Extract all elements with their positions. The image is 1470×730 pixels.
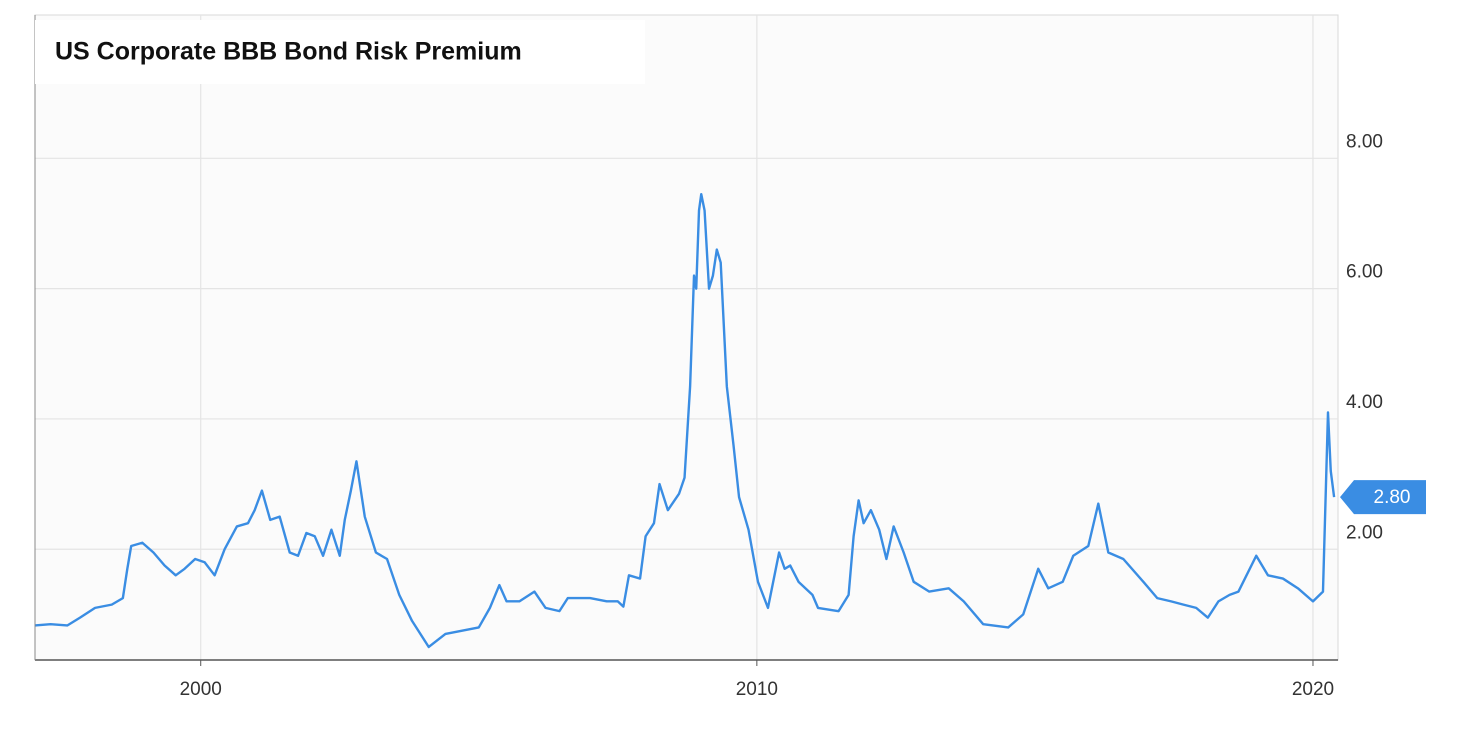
x-tick-label: 2010 (736, 679, 778, 700)
current-value-callout (1340, 480, 1426, 515)
grid (35, 15, 1338, 660)
current-value-label: 2.80 (1374, 487, 1411, 508)
y-tick-label: 2.00 (1346, 522, 1383, 543)
plot-area (34, 14, 1339, 661)
x-tick-label: 2000 (180, 679, 222, 700)
x-tick-label: 2020 (1292, 679, 1334, 700)
title-box (35, 20, 645, 84)
series (34, 192, 1336, 649)
y-tick-label: 8.00 (1346, 131, 1383, 152)
y-tick-label: 6.00 (1346, 262, 1383, 283)
data-line (34, 192, 1336, 649)
y-tick-label: 4.00 (1346, 392, 1383, 413)
chart-title: US Corporate BBB Bond Risk Premium (55, 38, 522, 66)
